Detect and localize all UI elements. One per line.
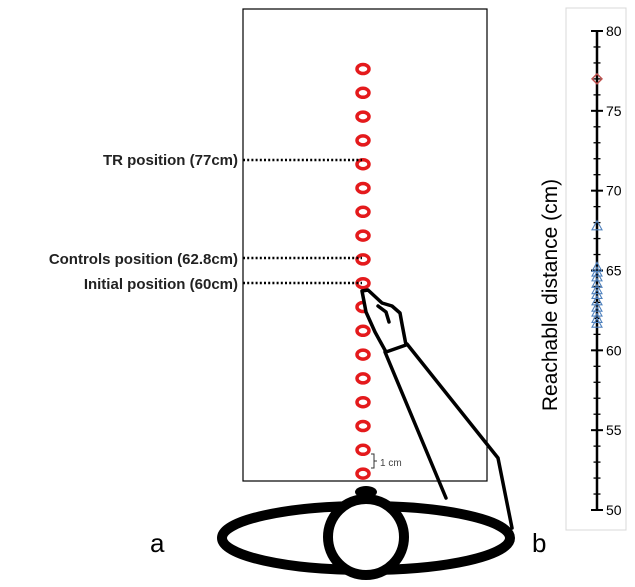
y-tick-label: 60 — [606, 342, 622, 358]
target-ring — [355, 348, 371, 361]
target-ring — [355, 253, 371, 266]
target-ring — [355, 62, 371, 76]
control-point — [591, 312, 603, 323]
control-point — [591, 294, 603, 306]
target-ring — [355, 86, 371, 100]
reaching-board — [242, 8, 488, 482]
y-tick-label: 55 — [606, 422, 622, 438]
control-point — [591, 305, 603, 317]
target-ring — [355, 443, 371, 457]
target-ring-column — [355, 62, 371, 480]
control-point — [591, 219, 603, 231]
target-ring — [355, 157, 371, 171]
target-ring — [355, 229, 371, 242]
control-point — [591, 283, 603, 295]
y-tick-label: 65 — [606, 263, 622, 279]
target-ring — [355, 395, 371, 409]
target-ring — [355, 110, 371, 123]
arm-outline — [383, 342, 514, 530]
panel-a-label: a — [150, 528, 165, 558]
target-ring — [355, 134, 371, 147]
target-ring — [355, 419, 371, 433]
panel-b-label: b — [532, 528, 546, 558]
y-tick-label: 80 — [606, 23, 622, 39]
control-point — [591, 270, 603, 282]
control-point — [591, 265, 603, 277]
target-ring — [355, 181, 371, 195]
tr-point — [591, 72, 603, 85]
target-ring — [355, 467, 371, 480]
target-ring — [355, 372, 371, 385]
control-point — [591, 301, 603, 312]
tr-position-label: TR position (77cm) — [103, 152, 238, 169]
target-ring — [355, 205, 371, 219]
target-ring — [355, 324, 371, 338]
initial-position-label: Initial position (60cm) — [84, 276, 238, 293]
y-tick-label: 50 — [606, 502, 622, 518]
target-ring — [355, 276, 371, 290]
head — [323, 494, 409, 580]
control-point — [591, 277, 603, 288]
chart-frame — [565, 7, 627, 531]
scale-bracket — [371, 453, 377, 469]
reachable-distance-chart: 50 55 60 65 70 75 80 — [591, 23, 622, 518]
pointing-hand-icon — [360, 288, 408, 354]
control-point — [591, 317, 603, 328]
y-tick-label: 70 — [606, 183, 622, 199]
scale-bar-label: 1 cm — [380, 458, 402, 469]
y-axis-label: Reachable distance (cm) — [539, 179, 562, 411]
controls-position-label: Controls position (62.8cm) — [49, 251, 238, 268]
control-point — [591, 288, 603, 300]
y-tick-label: 75 — [606, 103, 622, 119]
participant-top-view — [217, 486, 515, 580]
